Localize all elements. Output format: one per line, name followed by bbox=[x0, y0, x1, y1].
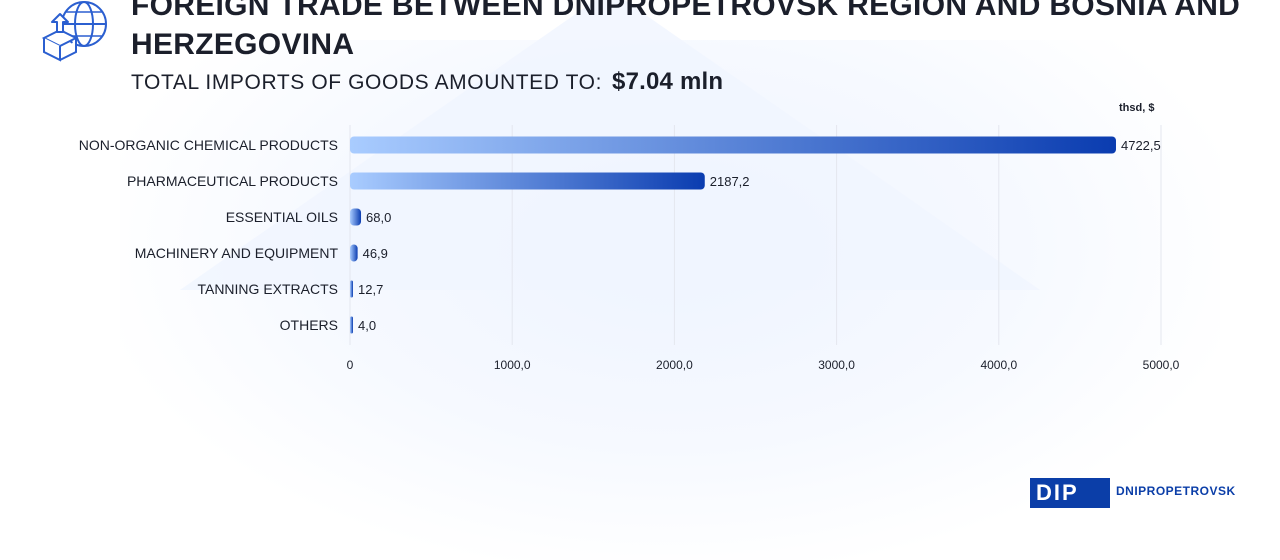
bar bbox=[350, 136, 1116, 154]
bar-chart: 0 1000,0 2000,0 3000,0 4000,0 5000,0 NON-ORGAN… bbox=[79, 125, 1180, 372]
bar bbox=[350, 316, 353, 334]
subtitle-label: TOTAL IMPORTS OF GOODS AMOUNTED TO: bbox=[131, 71, 603, 94]
data-label: 2187,2 bbox=[710, 174, 750, 189]
data-label: 68,0 bbox=[366, 210, 391, 225]
data-label: 4722,5 bbox=[1121, 138, 1161, 153]
grid-lines bbox=[349, 125, 1162, 345]
brand-text: DNIPROPETROVSK bbox=[1116, 484, 1236, 498]
bar bbox=[350, 208, 362, 226]
x-tick-label: 4000,0 bbox=[980, 358, 1017, 372]
x-tick-label: 3000,0 bbox=[818, 358, 855, 372]
bar bbox=[350, 172, 705, 190]
bar bbox=[350, 244, 358, 262]
data-label: 46,9 bbox=[363, 246, 388, 261]
brand-logo: DIP DNIPROPETROVSK bbox=[1030, 478, 1236, 508]
data-label: 4,0 bbox=[358, 318, 376, 333]
category-label: ESSENTIAL OILS bbox=[226, 209, 338, 225]
unit-label: thsd, $ bbox=[1119, 102, 1155, 114]
category-label: NON-ORGANIC CHEMICAL PRODUCTS bbox=[79, 137, 338, 153]
x-tick-label: 2000,0 bbox=[656, 358, 693, 372]
category-label: PHARMACEUTICAL PRODUCTS bbox=[127, 173, 338, 189]
category-label: MACHINERY AND EQUIPMENT bbox=[135, 245, 339, 261]
chart-title: FOREIGN TRADE BETWEEN DNIPROPETROVSK REG… bbox=[131, 0, 1241, 61]
brand-mark: DIP bbox=[1030, 478, 1110, 508]
labels: 0 1000,0 2000,0 3000,0 4000,0 5000,0 NON-ORGAN… bbox=[79, 137, 1180, 372]
bar bbox=[350, 280, 353, 298]
data-label: 12,7 bbox=[358, 282, 383, 297]
globe-box-upload-icon bbox=[41, 1, 107, 62]
x-tick-label: 5000,0 bbox=[1143, 358, 1180, 372]
category-label: OTHERS bbox=[280, 317, 338, 333]
chart-subtitle: TOTAL IMPORTS OF GOODS AMOUNTED TO: $7.04… bbox=[131, 68, 723, 96]
bars bbox=[350, 136, 1116, 334]
x-tick-label: 1000,0 bbox=[494, 358, 531, 372]
x-tick-label: 0 bbox=[347, 358, 354, 372]
category-label: TANNING EXTRACTS bbox=[197, 281, 338, 297]
total-imports-value: $7.04 mln bbox=[612, 68, 724, 95]
